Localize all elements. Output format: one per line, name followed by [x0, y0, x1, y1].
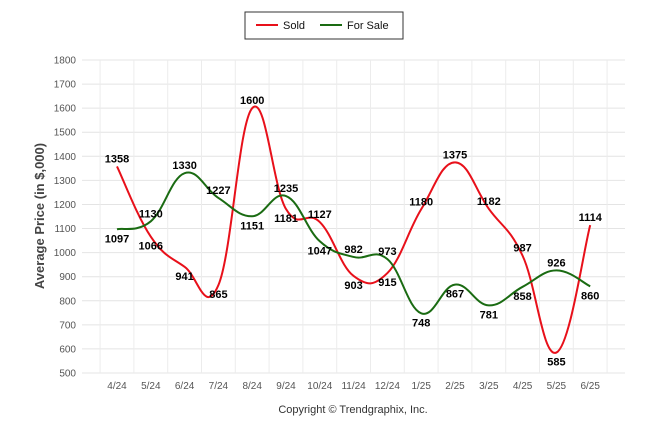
x-tick-label: 5/24 — [141, 381, 161, 392]
y-tick-label: 1600 — [54, 104, 77, 115]
y-axis-title: Average Price (in $,000) — [32, 143, 47, 289]
data-label-sold: 915 — [378, 277, 396, 289]
data-label-for-sale: 748 — [412, 317, 430, 329]
y-tick-label: 1500 — [54, 128, 77, 139]
x-tick-label: 1/25 — [411, 381, 431, 392]
x-tick-label: 6/25 — [580, 381, 600, 392]
y-tick-label: 800 — [59, 296, 76, 307]
data-label-for-sale: 1130 — [139, 208, 163, 220]
data-label-for-sale: 973 — [378, 246, 396, 258]
data-label-sold: 585 — [547, 357, 565, 369]
y-tick-label: 1300 — [54, 176, 77, 187]
data-label-sold: 865 — [209, 289, 227, 301]
data-label-for-sale: 1330 — [172, 160, 196, 172]
x-axis: 4/24 5/24 6/24 7/24 8/24 9/24 10/24 11/24 12/24 1… — [107, 381, 600, 392]
data-label-sold: 1066 — [139, 241, 163, 253]
grid — [82, 59, 625, 374]
x-tick-label: 4/25 — [513, 381, 533, 392]
data-label-sold: 1181 — [274, 213, 298, 225]
x-tick-label: 5/25 — [547, 381, 567, 392]
data-label-for-sale: 1151 — [240, 220, 264, 232]
y-tick-label: 1200 — [54, 200, 77, 211]
data-label-sold: 1358 — [105, 153, 129, 165]
x-tick-label: 4/24 — [107, 381, 127, 392]
data-label-sold: 1127 — [308, 209, 332, 221]
x-tick-label: 7/24 — [209, 381, 229, 392]
x-tick-label: 2/25 — [445, 381, 465, 392]
x-tick-label: 9/24 — [276, 381, 296, 392]
data-label-for-sale: 1047 — [308, 245, 332, 257]
x-tick-label: 3/25 — [479, 381, 499, 392]
data-label-for-sale: 1235 — [274, 183, 298, 195]
x-tick-label: 11/24 — [341, 381, 366, 392]
data-label-sold: 941 — [175, 271, 193, 283]
y-tick-label: 500 — [59, 369, 76, 380]
data-label-sold: 903 — [344, 280, 362, 292]
y-axis: 500 600 700 800 900 1000 1100 1200 1300 1400 1500 1… — [54, 56, 77, 380]
data-label-for-sale: 1097 — [105, 233, 129, 245]
y-tick-label: 1400 — [54, 152, 77, 163]
data-label-sold: 1114 — [579, 212, 603, 224]
data-labels: 1358 1066 941 865 1600 1181 1127 903 915 1180 1375… — [105, 95, 603, 368]
data-label-sold: 987 — [513, 243, 531, 255]
legend-label-for-sale: For Sale — [347, 20, 389, 32]
y-tick-label: 1000 — [54, 248, 77, 259]
legend: Sold For Sale — [244, 11, 404, 40]
series-line-for-sale — [116, 171, 591, 315]
series-lines — [116, 105, 592, 354]
data-label-for-sale: 926 — [547, 257, 565, 269]
y-tick-label: 1100 — [54, 224, 76, 235]
series-line-sold — [116, 105, 592, 354]
x-tick-label: 10/24 — [307, 381, 332, 392]
y-tick-label: 1700 — [54, 80, 77, 91]
x-tick-label: 8/24 — [242, 381, 262, 392]
y-tick-label: 700 — [59, 320, 76, 331]
data-label-for-sale: 867 — [446, 289, 464, 301]
y-tick-label: 900 — [59, 272, 76, 283]
data-label-sold: 1600 — [240, 95, 264, 107]
data-label-for-sale: 982 — [344, 244, 362, 256]
y-tick-label: 1800 — [54, 56, 77, 67]
data-label-sold: 1182 — [477, 196, 501, 208]
data-label-for-sale: 1227 — [206, 185, 230, 197]
x-tick-label: 12/24 — [375, 381, 400, 392]
x-tick-label: 6/24 — [175, 381, 195, 392]
data-label-for-sale: 860 — [581, 290, 599, 302]
legend-label-sold: Sold — [283, 20, 305, 32]
y-tick-label: 600 — [59, 344, 76, 355]
data-label-for-sale: 781 — [480, 309, 498, 321]
copyright-footer: Copyright © Trendgraphix, Inc. — [278, 404, 427, 416]
data-label-sold: 1375 — [443, 149, 467, 161]
data-label-for-sale: 858 — [513, 291, 531, 303]
data-label-sold: 1180 — [409, 196, 433, 208]
